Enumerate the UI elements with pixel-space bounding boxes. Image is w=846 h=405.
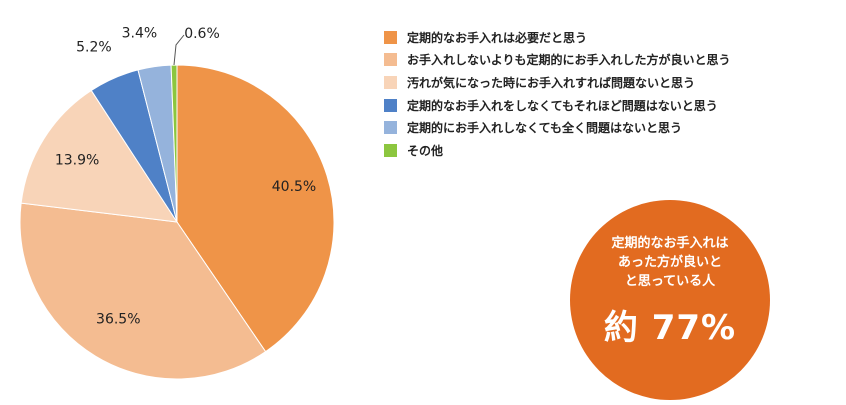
legend-swatch — [384, 30, 397, 44]
callout-line: 定期的なお手入れは — [611, 236, 729, 251]
legend-item: 定期的にお手入れしなくても全く問題はないと思う — [384, 116, 731, 139]
pie-slice — [20, 89, 179, 223]
legend-swatch — [384, 98, 397, 112]
pie-chart: 40.5% 36.5% 13.9% 5.2% 3.4% 0.6% — [19, 26, 335, 380]
callout-figure: 約 77% — [603, 308, 737, 348]
legend-label: お手入れしないよりも定期的にお手入れした方が良いと思う — [407, 53, 731, 68]
slice-value-label: 36.5% — [96, 312, 140, 328]
legend-swatch — [384, 121, 397, 135]
legend-label: その他 — [407, 143, 444, 158]
legend-item: 汚れが気になった時にお手入れすれば問題ないと思う — [384, 71, 731, 94]
pie-slice — [170, 64, 178, 223]
chart-legend: 定期的なお手入れは必要だと思う お手入れしないよりも定期的にお手入れした方が良い… — [384, 26, 731, 162]
leader-line — [173, 34, 185, 66]
legend-item: 定期的なお手入れをしなくてもそれほど問題はないと思う — [384, 94, 731, 117]
legend-item: その他 — [384, 139, 731, 162]
legend-label: 定期的なお手入れをしなくてもそれほど問題はないと思う — [407, 98, 718, 113]
pie-slice — [19, 202, 267, 380]
slice-value-label: 3.4% — [122, 26, 158, 42]
legend-swatch — [384, 75, 397, 89]
callout-line: あった方が良いと — [617, 255, 722, 270]
summary-callout: 定期的なお手入れは あった方が良いと と思っている人 約 77% — [570, 200, 770, 400]
slice-value-label: 40.5% — [272, 179, 316, 195]
legend-swatch — [384, 143, 397, 157]
legend-label: 定期的にお手入れしなくても全く問題はないと思う — [407, 121, 683, 136]
legend-label: 定期的なお手入れは必要だと思う — [407, 30, 588, 45]
slice-value-label: 5.2% — [76, 40, 112, 56]
legend-swatch — [384, 53, 397, 67]
slice-value-label: 0.6% — [184, 26, 220, 42]
legend-item: 定期的なお手入れは必要だと思う — [384, 26, 731, 49]
legend-item: お手入れしないよりも定期的にお手入れした方が良いと思う — [384, 49, 731, 72]
pie-slice — [176, 64, 335, 353]
slice-value-label: 13.9% — [55, 153, 99, 169]
callout-line: と思っている人 — [624, 274, 716, 289]
legend-label: 汚れが気になった時にお手入れすれば問題ないと思う — [407, 75, 696, 90]
